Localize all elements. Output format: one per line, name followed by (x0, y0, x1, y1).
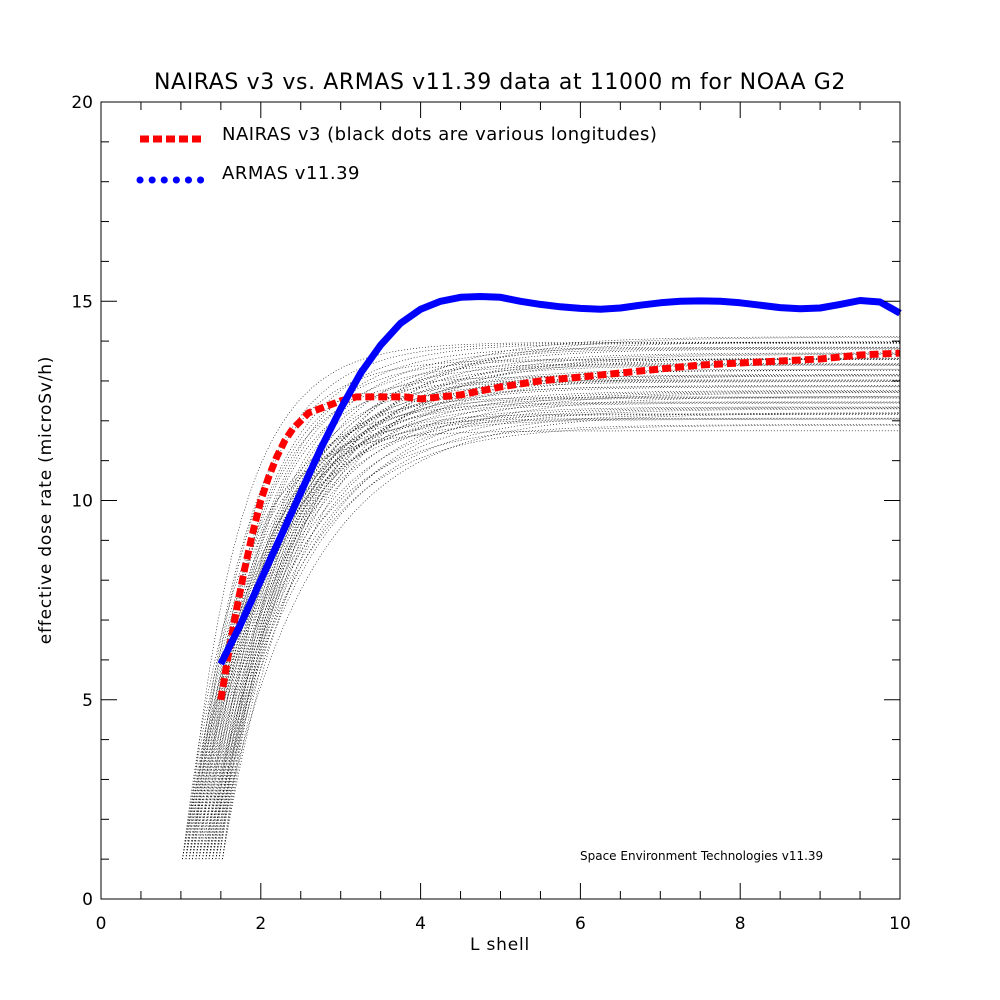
x-tick-label: 10 (889, 914, 911, 934)
longitude-curve (212, 336, 900, 860)
longitude-curve (195, 375, 900, 860)
longitude-curve (215, 413, 901, 860)
x-tick-label: 6 (575, 914, 586, 934)
longitude-curve (192, 343, 900, 860)
longitude-curve (185, 341, 900, 860)
longitude-curve (192, 358, 900, 860)
series-layer (217, 293, 902, 701)
y-tick-label: 10 (71, 492, 93, 512)
longitude-curve (218, 368, 900, 860)
longitude-curve (222, 354, 900, 860)
longitude-curve (198, 346, 900, 860)
longitude-curve (222, 385, 900, 860)
longitude-curve (195, 391, 900, 860)
legend-label-nairas: NAIRAS v3 (black dots are various longit… (222, 124, 657, 145)
axis-ticks (100, 101, 901, 900)
nairas-series-line (217, 349, 901, 701)
longitude-curve (202, 407, 900, 860)
longitude-curve (195, 359, 900, 860)
y-tick-label: 5 (82, 691, 93, 711)
y-axis-label: effective dose rate (microSv/h) (36, 356, 56, 644)
y-tick-label: 0 (82, 890, 93, 910)
longitude-curve (212, 365, 900, 860)
longitude-curve (182, 385, 900, 860)
longitude-curve (215, 397, 900, 860)
longitude-curve (182, 430, 900, 860)
longitude-curve (212, 380, 900, 860)
longitude-curve (198, 375, 900, 860)
tick-labels: 0 2 4 6 8 10 0 5 10 15 20 (71, 93, 910, 934)
x-tick-label: 4 (415, 914, 426, 934)
longitude-curve (198, 391, 900, 860)
chart-title: NAIRAS v3 vs. ARMAS v11.39 data at 11000… (154, 70, 846, 95)
legend: NAIRAS v3 (black dots are various longit… (136, 124, 657, 184)
longitude-curve (202, 392, 900, 860)
armas-series-line (217, 293, 902, 666)
longitude-curve (218, 413, 900, 860)
x-tick-label: 2 (255, 914, 266, 934)
longitude-curve (208, 424, 900, 860)
longitude-curve (218, 397, 900, 860)
longitude-curve (222, 414, 900, 860)
longitude-curve (205, 348, 900, 860)
x-tick-label: 8 (735, 914, 746, 934)
longitude-curve (188, 402, 900, 860)
y-tick-label: 20 (71, 93, 93, 113)
legend-label-armas: ARMAS v11.39 (222, 163, 360, 184)
credit-text: Space Environment Technologies v11.39 (580, 849, 823, 863)
x-axis-label: L shell (470, 935, 530, 955)
longitude-curve (185, 417, 900, 860)
longitude-curve (208, 396, 900, 860)
y-tick-label: 15 (71, 292, 93, 312)
longitude-curve (205, 424, 901, 860)
x-tick-label: 0 (96, 914, 107, 934)
